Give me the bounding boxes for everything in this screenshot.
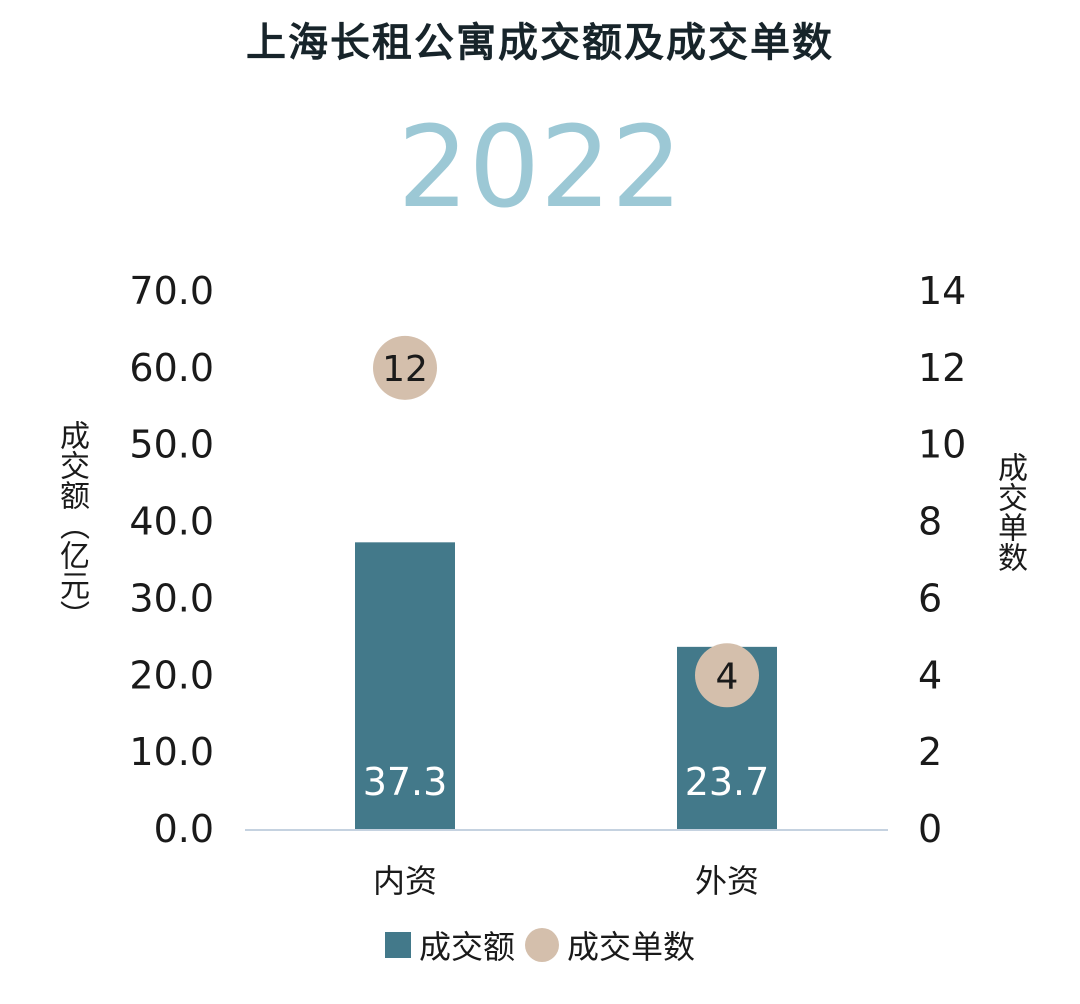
x-tick-label: 内资 <box>373 862 437 900</box>
y-right-tick-label: 4 <box>918 653 942 697</box>
bar-amount <box>355 542 455 829</box>
legend: 成交额 成交单数 <box>0 922 1080 968</box>
y-right-tick-label: 6 <box>918 576 942 620</box>
point-count <box>695 643 759 708</box>
y-right-tick-label: 12 <box>918 346 966 390</box>
y-left-tick-label: 50.0 <box>129 423 214 467</box>
y-right-tick-label: 14 <box>918 269 966 313</box>
y-left-tick-label: 40.0 <box>129 500 214 544</box>
legend-item-amount: 成交额 <box>384 922 515 968</box>
y-left-tick-label: 20.0 <box>129 653 214 697</box>
point-value-label: 4 <box>716 656 739 697</box>
legend-label-count: 成交单数 <box>567 928 696 966</box>
y-left-tick-label: 10.0 <box>129 730 214 774</box>
x-tick-label: 外资 <box>695 862 759 900</box>
bar-value-label: 37.3 <box>363 760 448 804</box>
legend-dot-swatch <box>525 928 559 962</box>
y-axis-left-label: 成交额（亿元） <box>54 420 89 630</box>
y-left-tick-label: 30.0 <box>129 576 214 620</box>
chart-title: 上海长租公寓成交额及成交单数 <box>246 20 834 66</box>
y-right-tick-label: 0 <box>918 807 942 851</box>
point-value-label: 12 <box>382 349 428 390</box>
y-left-tick-label: 0.0 <box>154 807 214 851</box>
bar-value-label: 23.7 <box>685 760 770 804</box>
chart-canvas: 0.0 10.0 20.0 30.0 40.0 50.0 60.0 70.0 0 2 4 6 8 10 12… <box>129 269 966 900</box>
y-axis-right-label: 成交单数 <box>992 452 1027 572</box>
year-label: 2022 <box>397 103 683 233</box>
legend-item-count: 成交单数 <box>525 922 695 968</box>
legend-bar-swatch <box>384 932 411 958</box>
point-count <box>373 335 437 400</box>
y-left-tick-label: 60.0 <box>129 346 214 390</box>
y-right-tick-label: 10 <box>918 423 966 467</box>
y-right-tick-label: 8 <box>918 500 942 544</box>
y-right-tick-label: 2 <box>918 730 942 774</box>
y-left-tick-label: 70.0 <box>129 269 214 313</box>
legend-label-amount: 成交额 <box>418 928 515 966</box>
